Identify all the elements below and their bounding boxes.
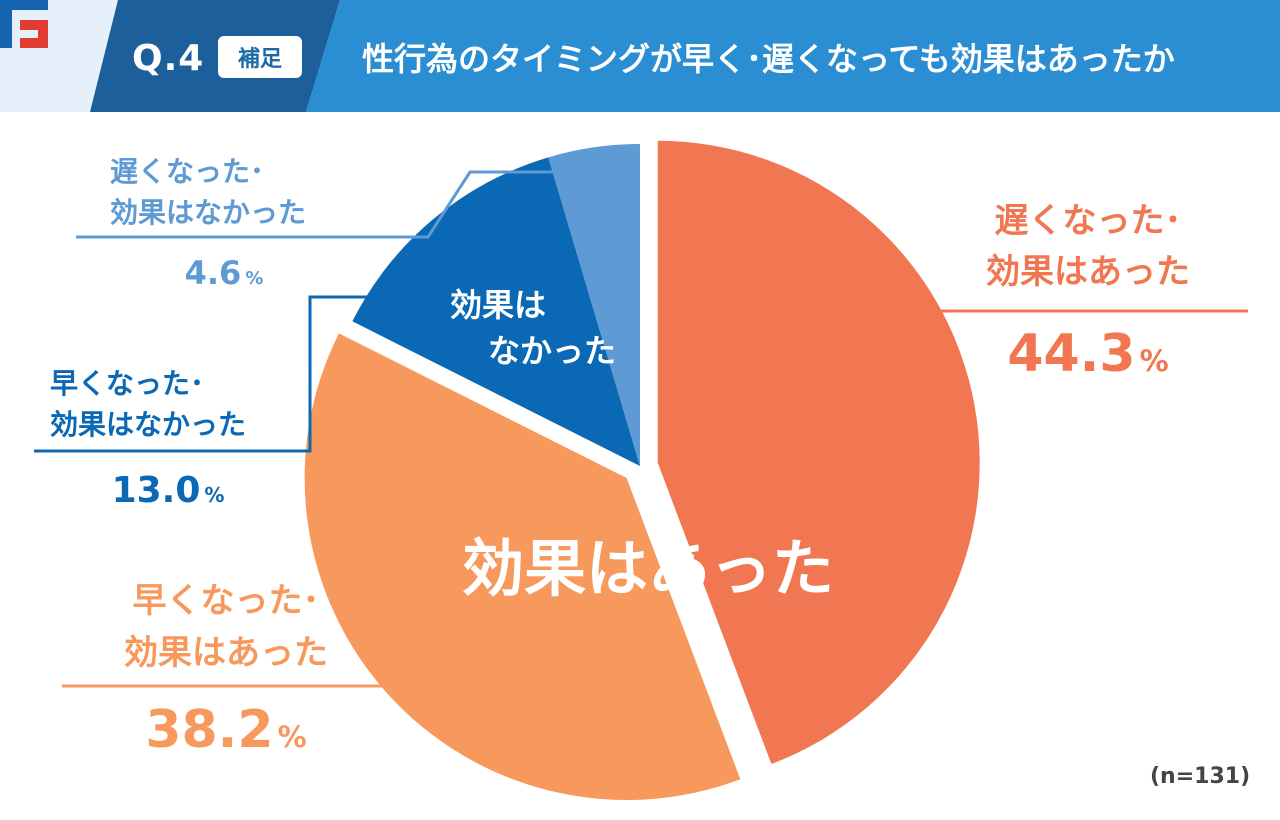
slice-label: 早くなった･: [133, 581, 320, 621]
header-bar: Q.4 補足 性行為のタイミングが早く･遅くなっても効果はあったか: [0, 0, 1280, 112]
group-label-not-effective: 効果は: [450, 286, 546, 324]
slice-label: 効果はなかった: [50, 408, 246, 441]
slice-label: 遅くなった･: [110, 155, 264, 188]
page-title: 性行為のタイミングが早く･遅くなっても効果はあったか: [362, 40, 1175, 78]
question-number: Q.4: [132, 38, 205, 79]
slice-label: 遅くなった･: [995, 201, 1182, 241]
sample-size-note: (n=131): [1150, 764, 1251, 789]
slice-percent: 44.3%: [1007, 324, 1168, 384]
group-label-not-effective: なかった: [488, 332, 616, 370]
pie-slice: [657, 140, 980, 765]
leader-line: [34, 295, 448, 453]
slice-label: 効果はあった: [986, 252, 1190, 292]
slice-label: 早くなった･: [50, 367, 204, 400]
group-label-effective: 効果はあった: [462, 532, 834, 605]
slice-percent: 13.0%: [112, 470, 225, 511]
slice-percent: 4.6%: [185, 254, 264, 292]
leader-line: [76, 170, 610, 239]
pie-slice: [548, 144, 640, 466]
header-background: [0, 0, 1280, 112]
supplement-badge: 補足: [218, 36, 302, 78]
slice-label: 効果はあった: [124, 633, 328, 673]
pie-slice: [352, 157, 640, 466]
brand-logo-icon: [0, 0, 48, 48]
slice-percent: 38.2%: [145, 700, 306, 760]
pie-slice: [304, 333, 741, 801]
slice-label: 効果はなかった: [110, 196, 306, 229]
